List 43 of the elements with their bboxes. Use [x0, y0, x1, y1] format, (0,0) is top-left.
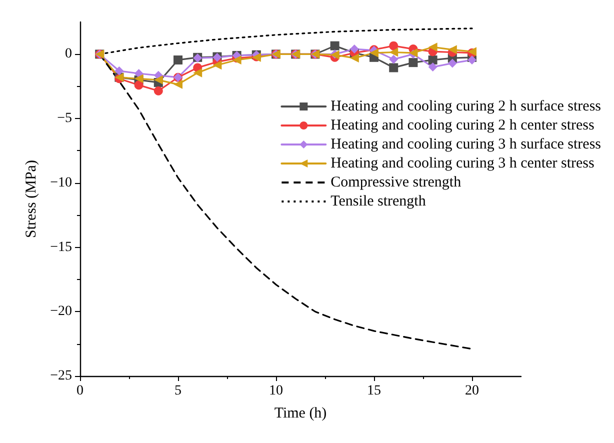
point	[154, 86, 163, 96]
point	[389, 54, 398, 64]
point	[370, 48, 378, 58]
point	[154, 75, 163, 84]
point	[114, 66, 124, 76]
point	[448, 58, 457, 68]
legend-label: Heating and cooling curing 3 h center stress	[330, 156, 594, 172]
y-tick-label: −25	[50, 368, 72, 384]
point	[330, 41, 340, 50]
y-tick-label: −5	[57, 111, 72, 126]
y-tick-label: −20	[50, 304, 72, 320]
y-tick-label: −15	[50, 240, 72, 255]
x-axis-title: Time (h)	[274, 406, 327, 422]
point	[389, 63, 398, 72]
y-tick-label: −10	[50, 175, 72, 190]
x-tick-label: 15	[367, 384, 381, 398]
point	[212, 60, 222, 70]
y-tick-label: 0	[65, 46, 72, 62]
x-tick-label: 10	[269, 384, 283, 398]
legend-label: Heating and cooling curing 2 h center stress	[330, 118, 594, 134]
point	[408, 58, 418, 68]
x-tick-label: 5	[174, 384, 182, 398]
point	[468, 55, 476, 64]
x-tick-label: 0	[76, 384, 84, 398]
y-axis-title: Stress (MPa)	[24, 160, 40, 238]
point	[428, 42, 438, 52]
point	[134, 80, 144, 90]
x-tick-label: 20	[465, 384, 479, 398]
point	[389, 41, 398, 50]
point	[350, 44, 359, 54]
point	[428, 62, 438, 72]
legend-label: Compressive strength	[330, 174, 462, 190]
legend-label: Tensile strength	[330, 194, 426, 210]
point	[448, 45, 457, 54]
point	[389, 48, 398, 57]
point	[350, 54, 359, 63]
point	[174, 80, 182, 89]
legend-label: Heating and cooling curing 2 h surface stress	[330, 98, 602, 114]
point	[428, 55, 438, 64]
point	[174, 55, 182, 64]
legend-label: Heating and cooling curing 3 h surface stress	[330, 136, 602, 152]
point	[134, 68, 144, 78]
point	[193, 68, 202, 78]
